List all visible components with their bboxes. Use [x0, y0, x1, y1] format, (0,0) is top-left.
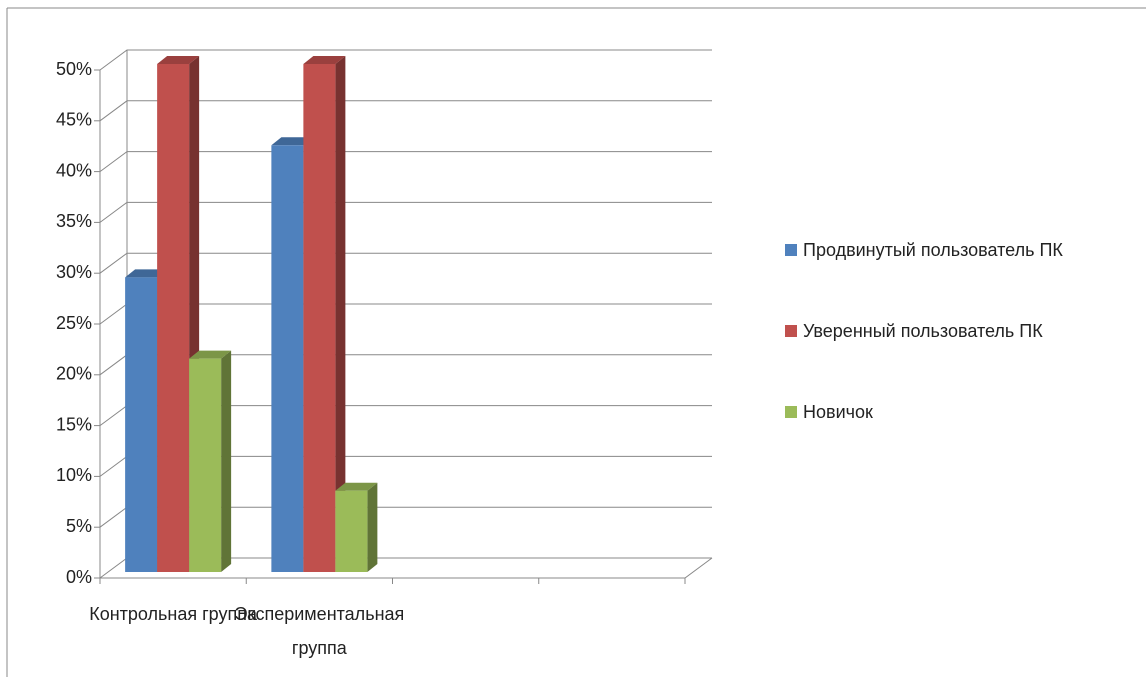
grid-line	[99, 100, 712, 122]
x-tick-label: Контрольная группа	[89, 604, 257, 624]
y-tick-label: 45%	[56, 110, 92, 130]
legend-item: Продвинутый пользователь ПК	[785, 233, 1125, 267]
bar	[271, 145, 304, 572]
y-tick-label: 40%	[56, 160, 92, 180]
bar-top	[335, 482, 378, 491]
y-tick-label: 20%	[56, 364, 92, 384]
x-tick-label: Экспериментальная группа	[234, 604, 405, 658]
bar-side	[335, 56, 346, 572]
legend-swatch	[785, 325, 797, 337]
grid-line	[99, 49, 712, 71]
bar-side	[367, 482, 378, 572]
bar	[125, 277, 158, 572]
y-tick-label: 35%	[56, 211, 92, 231]
bar-top	[125, 269, 168, 278]
legend-swatch	[785, 244, 797, 256]
bar	[189, 358, 222, 572]
bar-side	[221, 350, 232, 572]
legend-swatch	[785, 406, 797, 418]
y-tick-label: 25%	[56, 313, 92, 333]
grid-line	[99, 201, 712, 223]
y-tick-label: 30%	[56, 262, 92, 282]
legend-label: Продвинутый пользователь ПК	[803, 240, 1063, 260]
bar-top	[271, 137, 314, 146]
legend-item: Новичок	[785, 395, 1125, 429]
grid-line	[99, 151, 712, 173]
y-tick-label: 15%	[56, 414, 92, 434]
y-tick-label: 5%	[66, 516, 92, 536]
bar-top	[303, 56, 346, 64]
bar-top	[157, 56, 200, 64]
bar	[303, 64, 336, 572]
legend-label: Новичок	[803, 402, 873, 422]
legend-label: Уверенный пользователь ПК	[803, 321, 1043, 341]
bar	[335, 490, 368, 572]
grid-line	[99, 252, 712, 274]
y-tick-label: 10%	[56, 465, 92, 485]
bar	[157, 64, 190, 572]
y-tick-label: 0%	[66, 567, 92, 587]
y-tick-label: 50%	[56, 59, 92, 79]
bar-top	[189, 350, 232, 359]
legend-item: Уверенный пользователь ПК	[785, 314, 1125, 348]
